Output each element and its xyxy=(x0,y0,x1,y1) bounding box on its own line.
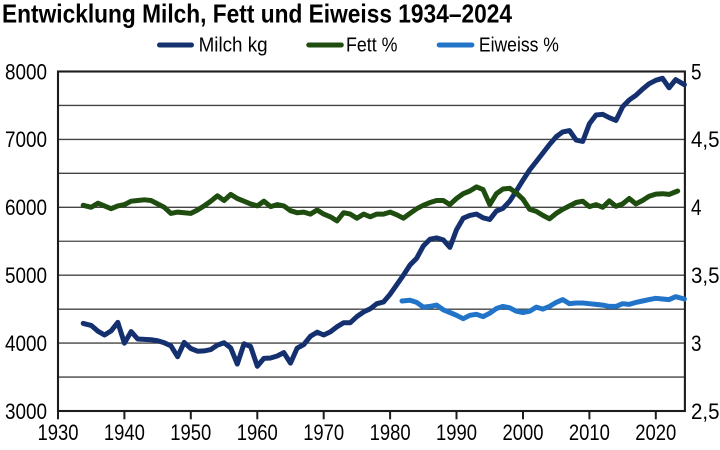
svg-text:5000: 5000 xyxy=(5,263,47,288)
svg-text:2020: 2020 xyxy=(635,420,676,445)
svg-text:Fett %: Fett % xyxy=(346,34,398,56)
svg-text:1950: 1950 xyxy=(170,420,211,445)
svg-text:Entwicklung Milch, Fett und Ei: Entwicklung Milch, Fett und Eiweiss 1934… xyxy=(2,0,512,29)
svg-text:2000: 2000 xyxy=(503,420,544,445)
svg-text:2,5: 2,5 xyxy=(691,399,720,424)
svg-text:Milch kg: Milch kg xyxy=(199,34,268,56)
svg-text:8000: 8000 xyxy=(5,59,47,84)
svg-text:6000: 6000 xyxy=(5,195,47,220)
svg-text:Eiweiss %: Eiweiss % xyxy=(479,34,559,56)
svg-text:1960: 1960 xyxy=(237,420,278,445)
svg-text:3,5: 3,5 xyxy=(691,263,720,288)
svg-text:2010: 2010 xyxy=(569,420,610,445)
svg-text:7000: 7000 xyxy=(5,127,47,152)
svg-text:1930: 1930 xyxy=(38,420,79,445)
svg-text:4,5: 4,5 xyxy=(691,127,720,152)
svg-text:1940: 1940 xyxy=(104,420,145,445)
svg-text:1980: 1980 xyxy=(370,420,411,445)
svg-text:5: 5 xyxy=(691,59,702,84)
svg-text:4000: 4000 xyxy=(5,331,47,356)
svg-text:1990: 1990 xyxy=(436,420,477,445)
svg-text:3000: 3000 xyxy=(5,399,47,424)
svg-text:1970: 1970 xyxy=(303,420,344,445)
svg-text:4: 4 xyxy=(691,195,702,220)
svg-text:3: 3 xyxy=(691,331,702,356)
